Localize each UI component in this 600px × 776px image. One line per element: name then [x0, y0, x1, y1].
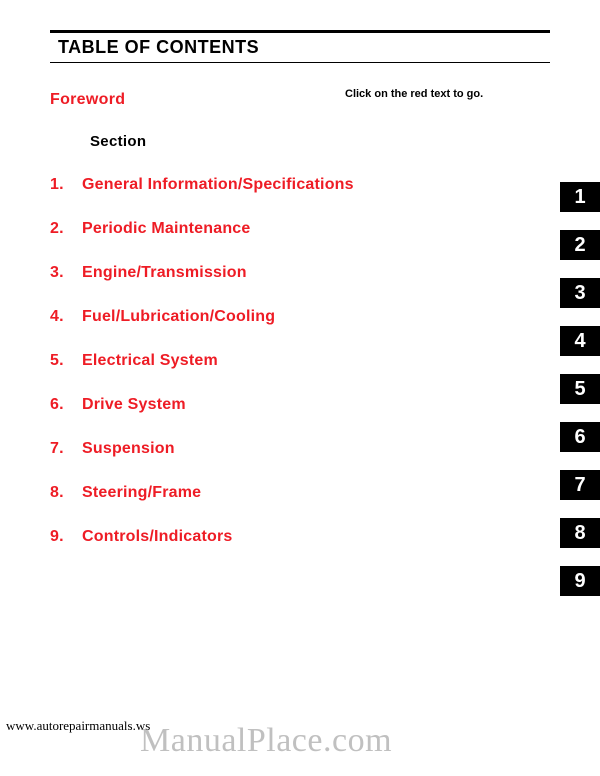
- toc-number: 4.: [50, 308, 82, 326]
- toc-entry[interactable]: 7.Suspension: [50, 440, 600, 458]
- toc-title: Periodic Maintenance: [82, 220, 251, 238]
- toc-entry[interactable]: 4.Fuel/Lubrication/Cooling: [50, 308, 600, 326]
- toc-number: 7.: [50, 440, 82, 458]
- section-tab[interactable]: 6: [560, 422, 600, 452]
- section-tab[interactable]: 9: [560, 566, 600, 596]
- toc-title: Fuel/Lubrication/Cooling: [82, 308, 275, 326]
- toc-entry[interactable]: 2.Periodic Maintenance: [50, 220, 600, 238]
- toc-entry[interactable]: 1.General Information/Specifications: [50, 176, 600, 194]
- section-tab[interactable]: 5: [560, 374, 600, 404]
- toc-number: 6.: [50, 396, 82, 414]
- toc-entry[interactable]: 3.Engine/Transmission: [50, 264, 600, 282]
- section-tab[interactable]: 8: [560, 518, 600, 548]
- footer-url[interactable]: www.autorepairmanuals.ws: [6, 718, 150, 734]
- toc-title: Drive System: [82, 396, 186, 414]
- section-tab[interactable]: 7: [560, 470, 600, 500]
- toc-number: 3.: [50, 264, 82, 282]
- toc-number: 2.: [50, 220, 82, 238]
- toc-entry[interactable]: 5.Electrical System: [50, 352, 600, 370]
- toc-entry[interactable]: 8.Steering/Frame: [50, 484, 600, 502]
- toc-list: 1.General Information/Specifications 2.Pe…: [50, 176, 600, 546]
- toc-title: Steering/Frame: [82, 484, 201, 502]
- section-heading: Section: [90, 133, 600, 150]
- toc-number: 5.: [50, 352, 82, 370]
- toc-title: Suspension: [82, 440, 175, 458]
- toc-entry[interactable]: 6.Drive System: [50, 396, 600, 414]
- toc-number: 8.: [50, 484, 82, 502]
- section-tab[interactable]: 4: [560, 326, 600, 356]
- section-tab[interactable]: 3: [560, 278, 600, 308]
- toc-title: General Information/Specifications: [82, 176, 354, 194]
- page-title: TABLE OF CONTENTS: [58, 37, 550, 58]
- toc-entry[interactable]: 9.Controls/Indicators: [50, 528, 600, 546]
- foreword-link[interactable]: Foreword: [50, 91, 600, 109]
- toc-title: Electrical System: [82, 352, 218, 370]
- toc-title: Controls/Indicators: [82, 528, 232, 546]
- toc-number: 1.: [50, 176, 82, 194]
- watermark: ManualPlace.com: [140, 722, 392, 760]
- toc-title: Engine/Transmission: [82, 264, 247, 282]
- toc-number: 9.: [50, 528, 82, 546]
- section-tab[interactable]: 2: [560, 230, 600, 260]
- section-tab[interactable]: 1: [560, 182, 600, 212]
- title-block: TABLE OF CONTENTS: [50, 30, 550, 63]
- hint-text: Click on the red text to go.: [345, 88, 483, 100]
